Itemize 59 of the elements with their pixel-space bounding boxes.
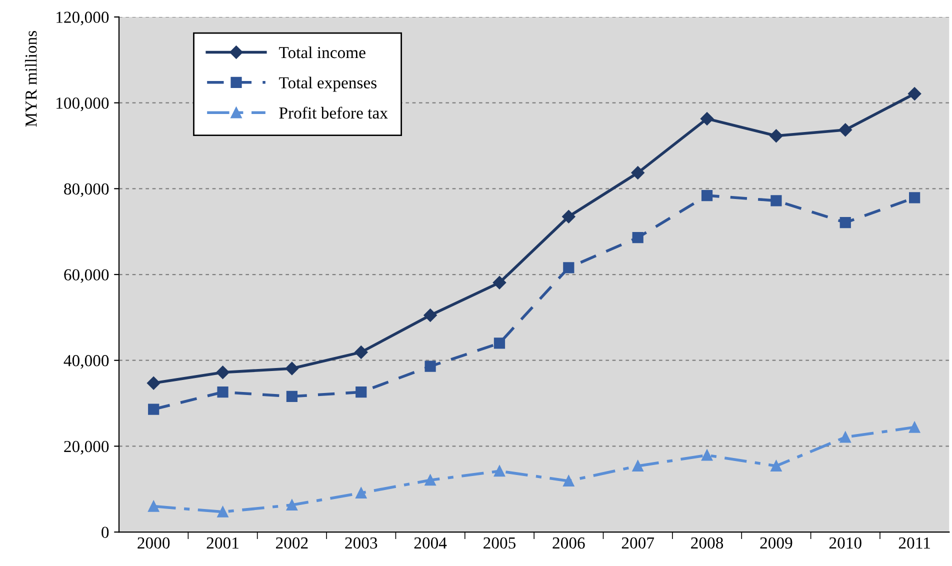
point (632, 232, 644, 244)
y-tick-label: 40,000 (64, 355, 109, 369)
y-tick-label: 20,000 (64, 440, 109, 455)
y-tick-label: 100,000 (56, 98, 109, 112)
y-tick-label: 120,000 (56, 12, 109, 26)
point (563, 262, 574, 274)
point (838, 123, 852, 136)
point (770, 195, 782, 206)
point (909, 422, 920, 433)
point (286, 499, 298, 511)
x-tick-label: 2006 (552, 537, 585, 549)
point (701, 450, 713, 461)
point (494, 338, 506, 349)
point (286, 390, 298, 402)
point (354, 346, 368, 359)
point (216, 366, 230, 379)
y-tick-label: 80,000 (64, 183, 109, 198)
point (840, 432, 851, 443)
y-tick-label: 0 (102, 526, 109, 538)
x-tick-label: 2008 (691, 537, 724, 549)
point (563, 475, 574, 487)
point (770, 129, 783, 142)
legend-label: Profit before tax (279, 106, 388, 119)
point (424, 474, 436, 486)
point (356, 386, 367, 398)
legend-label: Total expenses (279, 76, 376, 92)
point (492, 276, 506, 290)
point (217, 506, 228, 518)
point (562, 210, 576, 224)
x-tick-label: 2001 (206, 537, 238, 549)
y-tick-label: 60,000 (64, 269, 109, 283)
x-tick-label: 2009 (760, 537, 792, 549)
x-tick-label: 2000 (138, 537, 170, 549)
x-tick-label: 2004 (414, 537, 447, 549)
point (632, 460, 644, 472)
x-tick-label: 2003 (345, 537, 378, 549)
point (631, 166, 644, 180)
point (840, 217, 851, 228)
x-tick-label: 2005 (484, 537, 516, 549)
point (701, 190, 713, 202)
x-tick-label: 2010 (829, 537, 862, 549)
point (147, 376, 160, 390)
point (148, 404, 160, 415)
legend-label: Total income (279, 46, 366, 58)
x-tick-label: 2011 (898, 537, 930, 549)
point (424, 360, 436, 372)
y-axis-title: MYR millions (25, 31, 37, 127)
point (494, 466, 506, 477)
point (217, 386, 228, 398)
point (285, 362, 299, 376)
point (770, 460, 782, 472)
x-tick-label: 2007 (622, 537, 654, 549)
point (909, 192, 920, 204)
point (908, 87, 922, 100)
x-tick-label: 2002 (276, 537, 308, 549)
point (424, 308, 437, 322)
point (148, 500, 160, 512)
point (356, 487, 367, 499)
point (700, 112, 714, 126)
